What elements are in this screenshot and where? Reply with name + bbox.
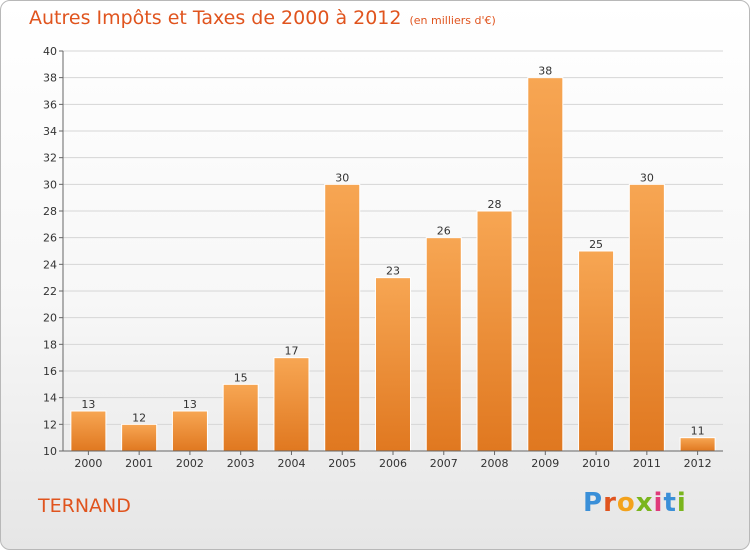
y-tick-label: 40 <box>43 45 57 58</box>
bar <box>527 77 564 452</box>
y-tick-label: 18 <box>43 338 57 351</box>
y-tick-label: 34 <box>43 125 57 138</box>
bar <box>324 183 361 452</box>
y-tick-label: 22 <box>43 285 57 298</box>
bar <box>374 277 412 452</box>
x-tick-label: 2000 <box>74 457 102 470</box>
logo-letter: r <box>603 488 617 518</box>
logo-letter: o <box>616 488 636 518</box>
logo-letter: i <box>653 488 664 518</box>
x-tick-label: 2005 <box>328 457 356 470</box>
y-tick-label: 14 <box>43 392 57 405</box>
bar <box>679 437 716 452</box>
x-tick-label: 2004 <box>277 457 305 470</box>
y-tick-label: 26 <box>43 232 57 245</box>
x-tick-label: 2001 <box>125 457 153 470</box>
commune-name: TERNAND <box>38 495 131 517</box>
chart-subtitle: (en milliers d'€) <box>409 14 496 27</box>
chart-title: Autres Impôts et Taxes de 2000 à 2012 (en… <box>29 7 496 29</box>
bar-value-label: 23 <box>386 265 400 278</box>
x-tick-label: 2012 <box>684 457 712 470</box>
logo-letter: i <box>676 488 687 518</box>
bar-value-label: 13 <box>183 398 197 411</box>
y-tick-label: 20 <box>43 312 57 325</box>
y-tick-label: 24 <box>43 258 57 271</box>
y-tick-label: 30 <box>43 178 57 191</box>
bar <box>425 237 462 452</box>
x-tick-label: 2007 <box>430 457 458 470</box>
bar-value-label: 17 <box>284 345 298 358</box>
bar <box>70 410 107 452</box>
bar-value-label: 12 <box>132 411 146 424</box>
y-tick-label: 12 <box>43 418 57 431</box>
y-tick-label: 10 <box>43 445 57 458</box>
logo-letter: P <box>583 488 604 518</box>
proxiti-logo: Proxiti <box>583 488 687 518</box>
bar-value-label: 30 <box>335 171 349 184</box>
logo-letter: x <box>635 488 654 518</box>
bar-value-label: 25 <box>589 238 603 251</box>
bar <box>578 250 615 452</box>
bar <box>476 210 513 452</box>
x-tick-label: 2002 <box>176 457 204 470</box>
y-tick-label: 32 <box>43 152 57 165</box>
x-tick-label: 2010 <box>582 457 610 470</box>
bar-value-label: 15 <box>234 371 248 384</box>
logo-letter: t <box>663 488 677 518</box>
bar-value-label: 30 <box>640 171 654 184</box>
bar <box>628 183 665 452</box>
bar-value-label: 38 <box>538 65 552 78</box>
x-tick-label: 2003 <box>227 457 255 470</box>
y-tick-label: 38 <box>43 72 57 85</box>
bar <box>171 410 208 452</box>
x-tick-label: 2006 <box>379 457 407 470</box>
bar-value-label: 13 <box>81 398 95 411</box>
x-tick-label: 2008 <box>481 457 509 470</box>
bar-value-label: 11 <box>691 425 705 438</box>
bar <box>121 423 158 452</box>
bar-value-label: 26 <box>437 225 451 238</box>
bar <box>222 383 259 452</box>
y-tick-label: 28 <box>43 205 57 218</box>
bar-value-label: 28 <box>488 198 502 211</box>
y-tick-label: 16 <box>43 365 57 378</box>
x-tick-label: 2009 <box>531 457 559 470</box>
bar <box>273 357 310 452</box>
x-tick-label: 2011 <box>633 457 661 470</box>
y-tick-label: 36 <box>43 98 57 111</box>
